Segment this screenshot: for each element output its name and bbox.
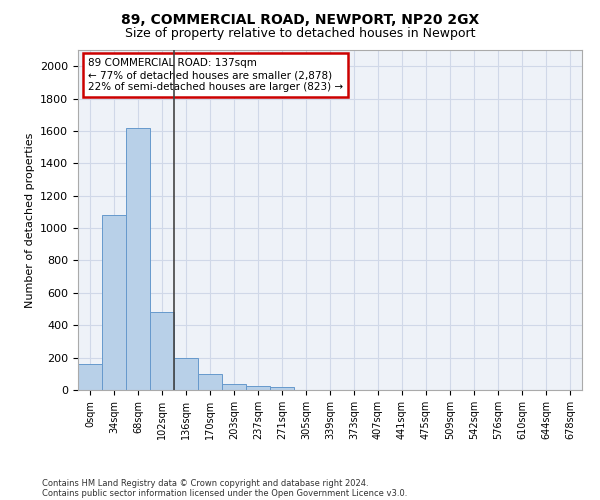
Bar	[174, 358, 198, 390]
Text: 89 COMMERCIAL ROAD: 137sqm
← 77% of detached houses are smaller (2,878)
22% of s: 89 COMMERCIAL ROAD: 137sqm ← 77% of deta…	[88, 58, 343, 92]
Text: Size of property relative to detached houses in Newport: Size of property relative to detached ho…	[125, 28, 475, 40]
Bar	[198, 374, 222, 390]
Bar	[150, 312, 174, 390]
Bar	[246, 386, 270, 390]
Bar	[126, 128, 150, 390]
Text: 89, COMMERCIAL ROAD, NEWPORT, NP20 2GX: 89, COMMERCIAL ROAD, NEWPORT, NP20 2GX	[121, 12, 479, 26]
Bar	[222, 384, 246, 390]
Text: Contains HM Land Registry data © Crown copyright and database right 2024.: Contains HM Land Registry data © Crown c…	[42, 478, 368, 488]
Text: Contains public sector information licensed under the Open Government Licence v3: Contains public sector information licen…	[42, 488, 407, 498]
Bar	[102, 215, 126, 390]
Y-axis label: Number of detached properties: Number of detached properties	[25, 132, 35, 308]
Bar	[78, 364, 102, 390]
Bar	[270, 387, 294, 390]
